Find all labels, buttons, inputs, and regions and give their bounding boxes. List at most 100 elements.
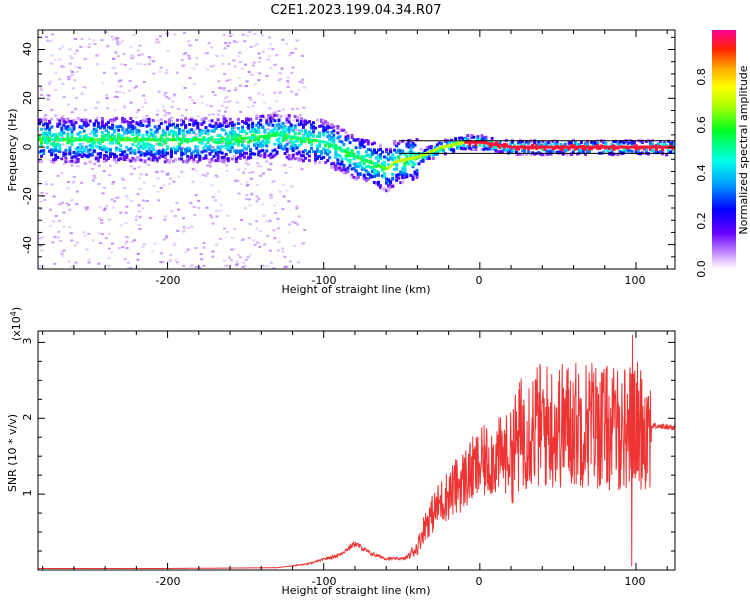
spectrogram-ridge-cell <box>324 140 328 144</box>
spectrogram-cell <box>241 153 244 157</box>
spectrogram-ridge-cell <box>243 136 246 140</box>
spectrogram-cell <box>368 148 372 152</box>
spectrogram-cell <box>96 157 100 161</box>
spectrogram-cell <box>38 159 41 163</box>
spectrogram-speckle <box>215 243 219 246</box>
spectrogram-speckle <box>167 97 171 100</box>
spectrogram-ridge-cell <box>468 140 472 144</box>
spectrogram-speckle <box>75 49 79 52</box>
spectrogram-cell <box>496 150 500 154</box>
spectrogram-ridge-cell <box>549 145 553 149</box>
spectrogram-speckle <box>284 139 288 142</box>
spectrogram-speckle <box>136 62 139 65</box>
spectrogram-speckle <box>53 235 57 238</box>
spectrogram-cell <box>38 119 41 123</box>
spectrogram-cell <box>46 123 50 127</box>
spectrogram-cell <box>62 131 66 135</box>
spectrogram-cell <box>208 144 212 148</box>
spectrogram-speckle <box>209 105 213 108</box>
spectrogram-cell <box>174 150 177 154</box>
spectrogram-ridge-cell <box>224 138 228 142</box>
spectrogram-cell <box>204 126 208 129</box>
spectrogram-cell <box>512 143 516 147</box>
spectrogram-cell <box>100 120 104 124</box>
spectrogram-cell <box>659 140 663 144</box>
spectrogram-cell <box>50 117 54 121</box>
spectrogram-cell <box>277 141 281 144</box>
spectrogram-speckle <box>247 163 251 166</box>
spectrogram-speckle <box>93 176 97 179</box>
spectrogram-cell <box>149 144 153 148</box>
spectrogram-cell <box>301 154 305 158</box>
spectrogram-cell <box>628 149 632 153</box>
spectrogram-cell <box>301 139 305 143</box>
spectrogram-cell <box>111 133 115 137</box>
spectrogram-cell <box>121 153 125 157</box>
spectrogram-speckle <box>69 69 73 72</box>
spectrogram-cell <box>98 126 102 130</box>
spectrogram-speckle <box>245 85 249 88</box>
spectrogram-cell <box>340 160 344 164</box>
spectrogram-cell <box>125 145 129 149</box>
spectrogram-speckle <box>268 55 272 58</box>
spectrogram-speckle <box>202 174 206 177</box>
spectrogram-speckle <box>182 217 185 220</box>
spectrogram-speckle <box>278 91 282 94</box>
spectrogram-cell <box>241 120 244 123</box>
spectrogram-ridge-cell <box>84 138 88 142</box>
spectrogram-speckle <box>233 127 237 129</box>
spectrogram-cell <box>372 181 376 184</box>
spectrogram-cell <box>372 175 376 178</box>
spectrogram-speckle <box>248 223 252 226</box>
spectrogram-cell <box>190 116 194 120</box>
spectrogram-cell <box>283 144 287 148</box>
spectrogram-cell <box>332 136 336 140</box>
spectrogram-cell <box>411 165 415 169</box>
spectrogram-cell <box>84 124 88 128</box>
spectrogram-speckle <box>194 247 198 249</box>
spectrogram-speckle <box>291 66 295 69</box>
spectrogram-speckle <box>301 81 304 84</box>
spectrogram-cell <box>336 158 340 162</box>
spectrogram-speckle <box>245 194 249 197</box>
spectrogram-cell <box>383 175 386 179</box>
spectrogram-cell <box>135 135 139 139</box>
spectrogram-speckle <box>153 242 157 245</box>
spectrogram-cell <box>330 162 334 166</box>
spectrogram-cell <box>291 146 295 150</box>
spectrogram-ridge-cell <box>305 137 309 141</box>
spectrogram-cell <box>58 150 62 153</box>
spectrogram-cell <box>366 142 370 146</box>
spectrogram-cell <box>58 132 62 136</box>
spectrogram-cell <box>387 184 391 188</box>
spectrogram-cell <box>100 122 104 126</box>
spectrogram-ridge-cell <box>143 138 147 142</box>
spectrogram-cell <box>626 149 630 153</box>
spectrogram-cell <box>111 141 115 145</box>
spectrogram-ridge-cell <box>155 138 159 142</box>
spectrogram-speckle <box>111 182 115 185</box>
snr-ylabel: SNR (10 * v/v) <box>6 414 19 492</box>
spectrogram-speckle <box>181 146 185 149</box>
spectrogram-cell <box>107 135 110 139</box>
spectrogram-cell <box>178 147 181 151</box>
spectrogram-cell <box>66 141 70 145</box>
spectrogram-cell <box>543 148 547 151</box>
spectrogram-cell <box>297 158 301 162</box>
spectrogram-cell <box>245 158 248 162</box>
spectrogram-cell <box>267 136 271 140</box>
spectrogram-cell <box>169 123 173 127</box>
spectrogram-cell <box>362 161 366 165</box>
spectrogram-cell <box>241 143 244 147</box>
spectrogram-cell <box>98 155 102 159</box>
spectrogram-speckle <box>143 63 147 66</box>
spectrogram-speckle <box>248 253 252 256</box>
spectrogram-speckle <box>72 161 76 164</box>
spectrogram-cell <box>283 130 287 134</box>
spectrogram-cell <box>340 157 344 161</box>
spectrogram-speckle <box>184 109 188 112</box>
spectrogram-cell <box>482 147 486 151</box>
spectrogram-cell <box>131 119 135 123</box>
spectrogram-ridge-cell <box>182 138 186 142</box>
spectrogram-speckle <box>248 31 252 34</box>
